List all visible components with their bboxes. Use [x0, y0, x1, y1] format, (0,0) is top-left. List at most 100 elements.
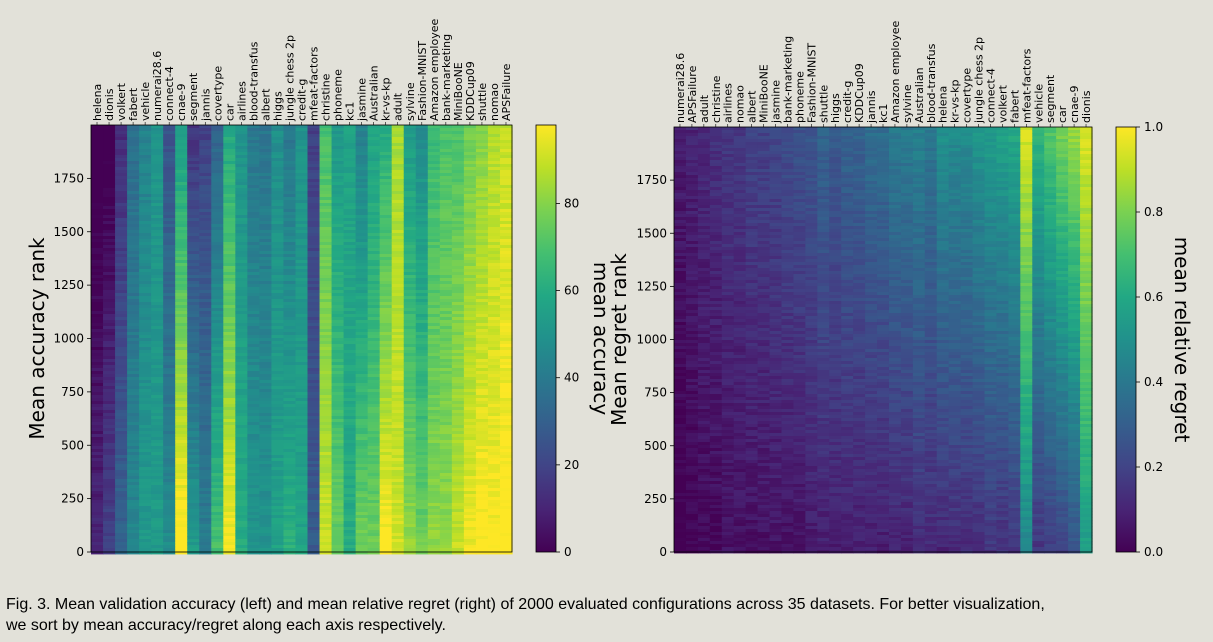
heatmap-cell: [439, 518, 453, 522]
heatmap-cell: [415, 200, 429, 204]
heatmap-cell: [223, 344, 236, 348]
heatmap-cell: [451, 533, 465, 537]
heatmap-cell: [187, 491, 200, 495]
heatmap-cell: [355, 203, 369, 207]
heatmap-cell: [127, 500, 140, 504]
heatmap-cell: [235, 509, 248, 513]
heatmap-cell: [91, 296, 104, 300]
heatmap-cell: [463, 479, 477, 483]
heatmap-cell: [355, 191, 369, 195]
heatmap-column-car: [223, 125, 236, 555]
heatmap-cell: [259, 524, 273, 528]
heatmap-cell: [367, 275, 381, 279]
heatmap-cell: [319, 263, 333, 267]
heatmap-cell: [343, 494, 357, 498]
heatmap-cell: [115, 374, 128, 378]
heatmap-cell: [487, 512, 501, 516]
heatmap-cell: [103, 149, 116, 153]
heatmap-cell: [379, 512, 393, 516]
heatmap-cell: [367, 284, 381, 288]
heatmap-cell: [151, 170, 164, 174]
heatmap-cell: [319, 425, 333, 429]
heatmap-cell: [343, 539, 357, 543]
heatmap-cell: [115, 482, 128, 486]
heatmap-cell: [139, 182, 152, 186]
heatmap-cell: [115, 362, 128, 366]
heatmap-cell: [283, 428, 297, 432]
heatmap-cell: [463, 167, 477, 171]
heatmap-cell: [211, 542, 224, 546]
heatmap-cell: [283, 407, 297, 411]
heatmap-cell: [271, 509, 285, 513]
heatmap-cell: [103, 434, 116, 438]
heatmap-cell: [475, 245, 489, 249]
heatmap-column-connect-4: [163, 125, 176, 555]
heatmap-cell: [235, 209, 248, 213]
heatmap-cell: [415, 530, 429, 534]
heatmap-cell: [259, 380, 273, 384]
heatmap-column-vehicle: [139, 125, 152, 555]
heatmap-cell: [307, 344, 321, 348]
heatmap-cell: [259, 365, 273, 369]
heatmap-cell: [403, 320, 417, 324]
heatmap-cell: [451, 506, 465, 510]
heatmap-cell: [235, 185, 248, 189]
heatmap-column-shuttle: [475, 125, 489, 555]
heatmap-cell: [307, 371, 321, 375]
heatmap-cell: [367, 227, 381, 231]
heatmap-cell: [367, 251, 381, 255]
heatmap-cell: [439, 440, 453, 444]
heatmap-cell: [463, 488, 477, 492]
heatmap-cell: [451, 536, 465, 540]
heatmap-cell: [259, 359, 273, 363]
heatmap-cell: [247, 524, 260, 528]
heatmap-cell: [163, 278, 176, 282]
heatmap-cell: [475, 185, 489, 189]
heatmap-cell: [163, 545, 176, 549]
heatmap-cell: [163, 284, 176, 288]
heatmap-cell: [295, 386, 309, 390]
heatmap-cell: [139, 191, 152, 195]
heatmap-cell: [283, 173, 297, 177]
heatmap-cell: [343, 425, 357, 429]
heatmap-cell: [307, 524, 321, 528]
heatmap-cell: [391, 317, 405, 321]
heatmap-cell: [439, 167, 453, 171]
heatmap-cell: [115, 506, 128, 510]
heatmap-cell: [427, 125, 441, 129]
heatmap-cell: [151, 485, 164, 489]
heatmap-cell: [487, 389, 501, 393]
heatmap-cell: [379, 446, 393, 450]
heatmap-cell: [403, 359, 417, 363]
heatmap-cell: [199, 458, 212, 462]
heatmap-cell: [463, 350, 477, 354]
heatmap-cell: [451, 476, 465, 480]
heatmap-cell: [355, 413, 369, 417]
heatmap-cell: [475, 458, 489, 462]
heatmap-cell: [343, 200, 357, 204]
heatmap-cell: [211, 314, 224, 318]
heatmap-cell: [463, 524, 477, 528]
heatmap-cell: [139, 188, 152, 192]
heatmap-cell: [487, 485, 501, 489]
heatmap-cell: [175, 209, 188, 213]
heatmap-cell: [139, 320, 152, 324]
heatmap-cell: [103, 209, 116, 213]
heatmap-cell: [367, 140, 381, 144]
heatmap-cell: [283, 257, 297, 261]
heatmap-cell: [187, 233, 200, 237]
heatmap-cell: [271, 134, 285, 138]
heatmap-cell: [355, 371, 369, 375]
heatmap-cell: [415, 245, 429, 249]
heatmap-cell: [271, 512, 285, 516]
heatmap-cell: [439, 383, 453, 387]
heatmap-cell: [427, 275, 441, 279]
heatmap-cell: [283, 125, 297, 129]
heatmap-cell: [271, 437, 285, 441]
heatmap-cell: [139, 407, 152, 411]
heatmap-cell: [199, 311, 212, 315]
heatmap-cell: [103, 440, 116, 444]
heatmap-cell: [367, 155, 381, 159]
heatmap-cell: [211, 395, 224, 399]
heatmap-cell: [295, 416, 309, 420]
